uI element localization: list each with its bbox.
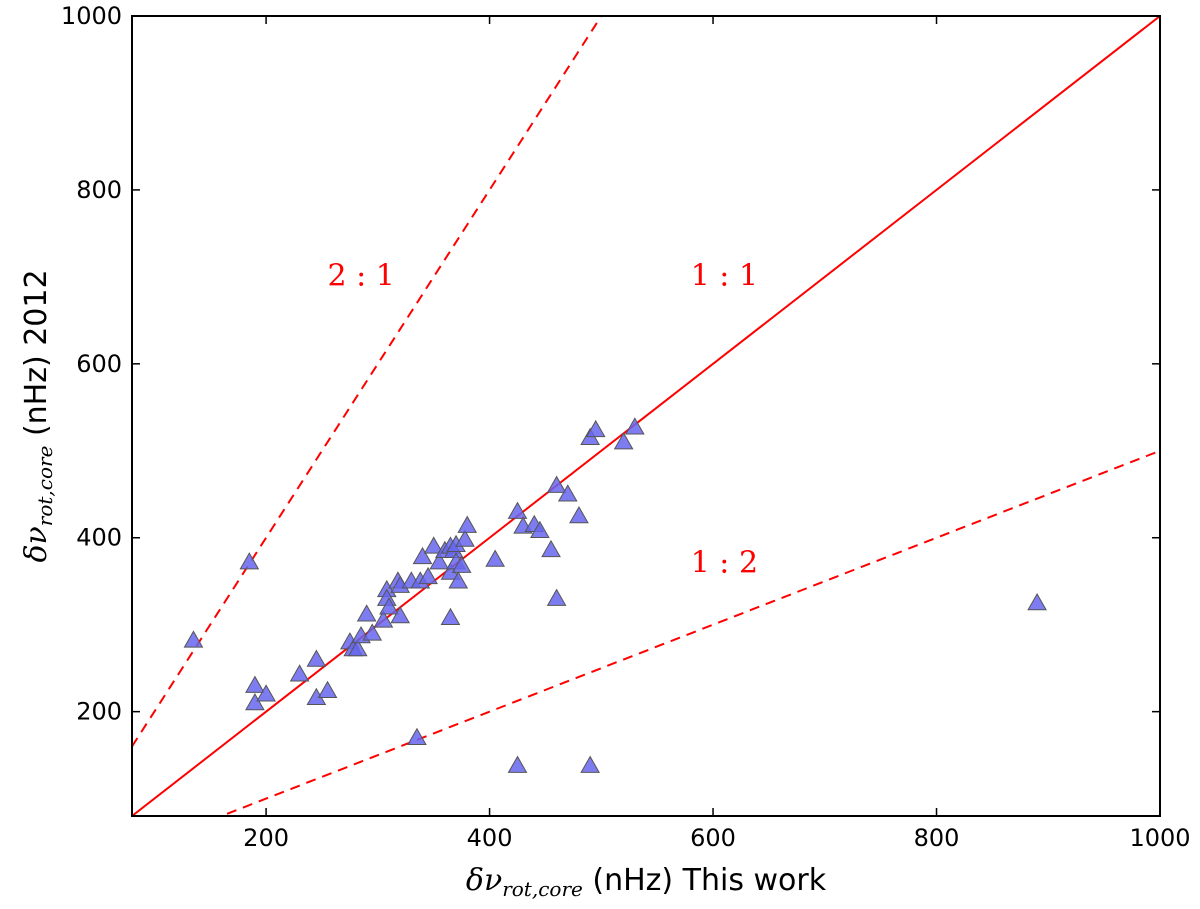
data-point — [624, 417, 645, 435]
data-point — [541, 539, 561, 558]
x-tick-label: 800 — [914, 824, 960, 852]
y-tick-label: 600 — [76, 350, 122, 378]
data-point — [429, 552, 450, 570]
data-point — [451, 555, 472, 573]
ratio-labels: 1 : 1 2 : 1 1 : 2 — [328, 259, 759, 581]
data-point — [347, 639, 368, 657]
plot-frame — [131, 15, 1161, 817]
data-point — [569, 505, 589, 524]
data-point — [245, 675, 265, 693]
ratio-label: 1 : 2 — [691, 546, 758, 581]
data-point — [418, 566, 438, 585]
reference-line-2 — [218, 449, 1160, 816]
reference-line-1 — [132, 16, 603, 747]
data-point — [423, 536, 444, 554]
data-point — [457, 515, 478, 533]
data-point — [440, 607, 461, 625]
data-point — [529, 520, 550, 539]
data-point — [407, 727, 427, 745]
data-point — [580, 755, 600, 773]
data-point — [379, 597, 399, 615]
y-tick-label: 400 — [76, 524, 122, 552]
data-point — [507, 501, 528, 519]
data-point — [183, 630, 204, 648]
x-axis-ticks: 200 400 600 800 1000 — [243, 16, 1191, 852]
data-point — [239, 552, 260, 570]
x-tick-label: 400 — [467, 824, 513, 852]
data-point — [448, 571, 469, 589]
data-point — [317, 680, 338, 699]
data-point — [412, 546, 433, 565]
data-point — [373, 610, 394, 628]
y-tick-label: 800 — [76, 176, 122, 204]
data-point — [485, 549, 506, 567]
x-axis-label: δνrot,core (nHz) This work — [466, 863, 827, 901]
data-point — [306, 649, 327, 667]
x-tick-label: 600 — [690, 824, 736, 852]
x-tick-label: 200 — [243, 824, 289, 852]
y-tick-label: 200 — [76, 698, 122, 726]
ratio-label: 2 : 1 — [328, 259, 395, 294]
ratio-label: 1 : 1 — [691, 259, 758, 294]
data-point — [557, 484, 578, 502]
data-point — [507, 755, 528, 773]
data-point — [455, 529, 475, 547]
data-points — [183, 417, 1047, 773]
y-tick-label: 1000 — [61, 2, 122, 30]
y-axis-label: δνrot,core (nHz) 2012 — [19, 269, 57, 562]
y-axis-ticks: 200 400 600 800 1000 — [61, 2, 1160, 726]
reference-lines — [132, 16, 1160, 816]
reference-line-0 — [132, 16, 1160, 816]
data-point — [1027, 592, 1047, 611]
data-point — [546, 588, 567, 606]
data-point — [245, 692, 265, 711]
x-tick-label: 1000 — [1129, 824, 1190, 852]
data-point — [585, 419, 606, 438]
data-point — [390, 605, 411, 624]
data-point — [362, 623, 383, 641]
data-point — [546, 475, 567, 493]
data-point — [256, 684, 276, 702]
data-point — [613, 432, 634, 450]
data-point — [356, 604, 377, 622]
data-point — [289, 664, 310, 682]
